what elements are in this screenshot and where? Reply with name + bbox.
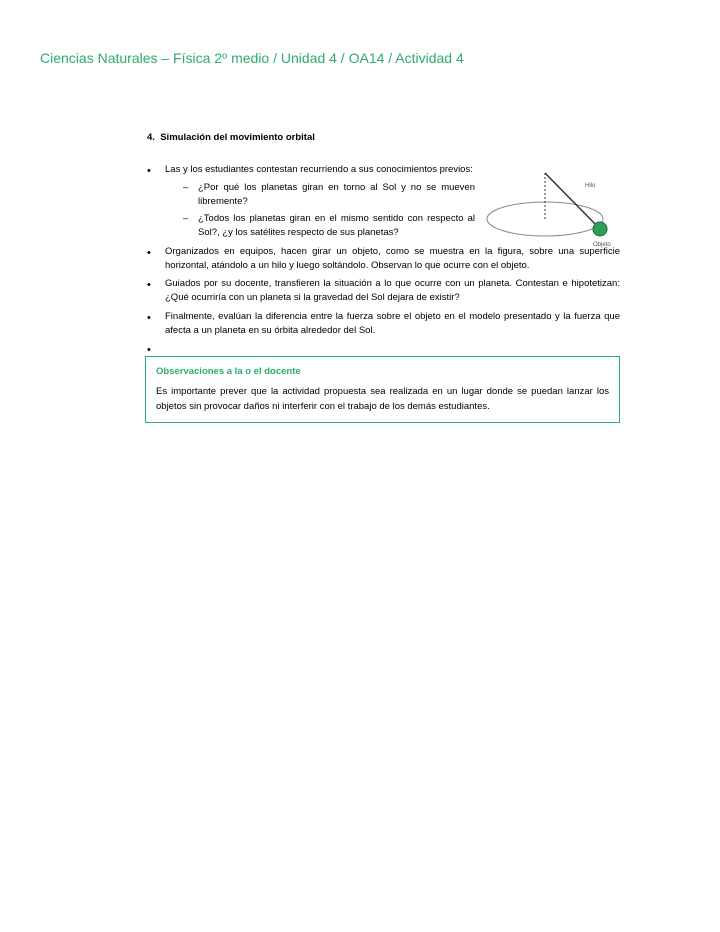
sub-item: ¿Por qué los planetas giran en torno al … xyxy=(183,181,475,210)
content-body: 4. Simulación del movimiento orbital Las… xyxy=(40,131,680,338)
orbital-figure: Hilo Objeto xyxy=(485,161,620,251)
observations-box: Observaciones a la o el docente Es impor… xyxy=(145,356,620,423)
activity-title: Simulación del movimiento orbital xyxy=(160,132,315,143)
observations-title: Observaciones a la o el docente xyxy=(156,365,609,379)
list-item: Finalmente, evalúan la diferencia entre … xyxy=(147,310,620,339)
sub-list: ¿Por qué los planetas giran en torno al … xyxy=(165,181,475,241)
orbital-svg: Hilo Objeto xyxy=(485,161,620,251)
list-item: Guiados por su docente, transfieren la s… xyxy=(147,277,620,306)
hilo-line xyxy=(545,173,600,229)
sub-item: ¿Todos los planetas giran en el mismo se… xyxy=(183,212,475,241)
objeto-label: Objeto xyxy=(593,242,611,248)
hilo-label: Hilo xyxy=(585,183,596,189)
list-text: Las y los estudiantes contestan recurrie… xyxy=(165,164,473,175)
observations-text: Es importante prever que la actividad pr… xyxy=(156,385,609,414)
activity-heading: 4. Simulación del movimiento orbital xyxy=(125,131,620,145)
page-title: Ciencias Naturales – Física 2º medio / U… xyxy=(40,50,680,66)
activity-number: 4. xyxy=(147,132,155,143)
ball-icon xyxy=(593,222,607,236)
